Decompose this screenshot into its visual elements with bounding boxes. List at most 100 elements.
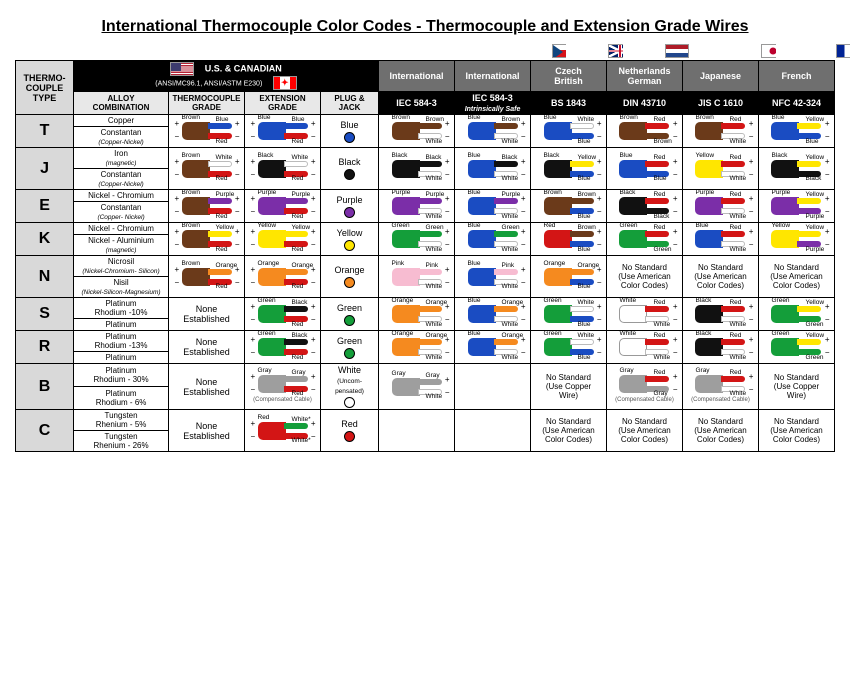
wire-cell: YellowRedWhite+− xyxy=(682,148,758,190)
wire-cell: WhiteRedWhite+− xyxy=(607,298,683,331)
wire-graphic: BlueOrangeWhite+− xyxy=(464,301,522,327)
wire-cell: GrayGrayRed+−+−(Compensated Cable) xyxy=(245,364,321,410)
flag-row xyxy=(0,44,850,58)
wire-graphic: BlackWhiteRed+−+− xyxy=(254,156,312,182)
no-standard: No Standard(Use AmericanColor Codes) xyxy=(758,410,834,452)
wire-cell: BlackYellowBlack+− xyxy=(758,148,834,190)
wire-cell: BluePinkWhite+− xyxy=(455,256,531,298)
no-standard: No Standard(Use AmericanColor Codes) xyxy=(531,410,607,452)
none-established: NoneEstablished xyxy=(169,410,245,452)
wire-graphic: OrangeOrangeRed+−+− xyxy=(254,264,312,290)
col-intl-3: NetherlandsGerman xyxy=(607,61,683,92)
wire-graphic: YellowYellowPurple+− xyxy=(767,226,825,252)
wire-graphic: BlackYellowBlue+− xyxy=(540,156,598,182)
wire-graphic: WhiteRedWhite+− xyxy=(615,334,673,360)
wire-cell: BrownBlueRed+−+− xyxy=(169,115,245,148)
wire-cell: OrangeOrangeWhite+− xyxy=(379,331,455,364)
wire-cell: BlueOrangeWhite+− xyxy=(455,331,531,364)
flag-fr xyxy=(836,44,850,58)
page-title: International Thermocouple Color Codes -… xyxy=(0,18,850,36)
flag-cz xyxy=(552,44,566,58)
wire-graphic: BlackRedWhite+− xyxy=(691,301,749,327)
alloy: Constantan(Copper-Nickel) xyxy=(74,127,169,148)
type-B: B xyxy=(16,364,74,410)
wire-cell: BrownWhiteRed+−+− xyxy=(169,148,245,190)
col-intl-1: International xyxy=(455,61,531,92)
no-standard: No Standard(Use AmericanColor Codes) xyxy=(607,410,683,452)
col-intl-sub-5: NFC 42-324 xyxy=(758,92,834,115)
type-S: S xyxy=(16,298,74,331)
no-standard: No Standard(Use AmericanColor Codes) xyxy=(758,256,834,298)
wire-cell: PurpleRedWhite+− xyxy=(682,190,758,223)
none-established: NoneEstablished xyxy=(169,298,245,331)
wire-graphic: BlackRedBlack+− xyxy=(615,193,673,219)
flag-nl xyxy=(665,44,689,58)
wire-cell: BrownOrangeRed+−+− xyxy=(169,256,245,298)
wire-graphic: BlackRedWhite+− xyxy=(691,334,749,360)
alloy: TungstenRhenium - 26% xyxy=(74,431,169,452)
wire-cell: PurpleYellowPurple+− xyxy=(758,190,834,223)
flag-uk xyxy=(608,44,622,58)
alloy: TungstenRhenium - 5% xyxy=(74,410,169,431)
wire-graphic: BluePurpleWhite+− xyxy=(464,193,522,219)
empty-cell xyxy=(455,364,531,410)
wire-graphic: BlueRedWhite+− xyxy=(691,226,749,252)
wire-cell: PurplePurpleWhite+− xyxy=(379,190,455,223)
wire-graphic: BlackBlackWhite+− xyxy=(388,156,446,182)
wire-graphic: GreenYellowGreen+− xyxy=(767,301,825,327)
wire-cell: GreenWhiteBlue+− xyxy=(531,298,607,331)
wire-graphic: BrownYellowRed+−+− xyxy=(178,226,236,252)
plug-cell: White(Uncom-pensated) xyxy=(321,364,379,410)
plug-cell: Red xyxy=(321,410,379,452)
wire-cell: GrayGrayWhite+− xyxy=(379,364,455,410)
wire-graphic: OrangeOrangeWhite+− xyxy=(388,334,446,360)
wire-cell: GreenYellowGreen+− xyxy=(758,331,834,364)
wire-graphic: BlueRedBlue+− xyxy=(615,156,673,182)
col-intl-sub-4: JIS C 1610 xyxy=(682,92,758,115)
plug-cell: Green xyxy=(321,298,379,331)
no-standard: No Standard(Use AmericanColor Codes) xyxy=(682,256,758,298)
wire-cell: YellowYellowRed+−+− xyxy=(245,223,321,256)
wire-graphic: GreenRedGreen+− xyxy=(615,226,673,252)
no-standard: No Standard(Use AmericanColor Codes) xyxy=(607,256,683,298)
wire-graphic: BlueYellowBlue+− xyxy=(767,118,825,144)
wire-cell: BrownBrownBlue+− xyxy=(531,190,607,223)
wire-graphic: BrownWhiteRed+−+− xyxy=(178,156,236,182)
alloy: Copper xyxy=(74,115,169,127)
plug-cell: Purple xyxy=(321,190,379,223)
alloy: Nicrosil(Nickel-Chromium- Silicon) xyxy=(74,256,169,277)
wire-cell: GreenBlackRed+−+− xyxy=(245,331,321,364)
wire-cell: GrayRedGray+−(Compensated Cable) xyxy=(607,364,683,410)
wire-graphic: BlackYellowBlack+− xyxy=(767,156,825,182)
alloy: Nickel - Chromium xyxy=(74,190,169,202)
wire-cell: BrownRedBrown+− xyxy=(607,115,683,148)
empty-cell xyxy=(379,410,455,452)
col-intl-sub-3: DIN 43710 xyxy=(607,92,683,115)
wire-cell: BlueBrownWhite+− xyxy=(455,115,531,148)
no-standard: No Standard(Use CopperWire) xyxy=(758,364,834,410)
wire-graphic: RedBrownBlue+− xyxy=(540,226,598,252)
col-intl-4: Japanese xyxy=(682,61,758,92)
wire-cell: BlueGreenWhite+− xyxy=(455,223,531,256)
col-us-0: ALLOYCOMBINATION xyxy=(74,92,169,115)
wire-cell: BlueWhiteBlue+− xyxy=(531,115,607,148)
plug-cell: Orange xyxy=(321,256,379,298)
wire-graphic: BlueBrownWhite+− xyxy=(464,118,522,144)
no-standard: No Standard(Use AmericanColor Codes) xyxy=(682,410,758,452)
alloy: Constantan(Copper-Nickel) xyxy=(74,169,169,190)
type-R: R xyxy=(16,331,74,364)
col-us-2: EXTENSIONGRADE xyxy=(245,92,321,115)
wire-graphic: GrayGrayRed+−+− xyxy=(254,371,312,397)
wire-cell: GrayRedWhite+−(Compensated Cable) xyxy=(682,364,758,410)
wire-graphic: GreenBlackRed+−+− xyxy=(254,334,312,360)
wire-graphic: OrangeOrangeWhite+− xyxy=(388,301,446,327)
wire-cell: BlackRedBlack+− xyxy=(607,190,683,223)
alloy: Nisil(Nickel-Silicon-Magnesium) xyxy=(74,277,169,298)
wire-graphic: BrownBrownBlue+− xyxy=(540,193,598,219)
alloy: Platinum xyxy=(74,319,169,331)
wire-cell: BrownRedWhite+− xyxy=(682,115,758,148)
type-C: C xyxy=(16,410,74,452)
wire-cell: PinkPinkWhite+− xyxy=(379,256,455,298)
empty-cell xyxy=(455,410,531,452)
wire-cell: BluePurpleWhite+− xyxy=(455,190,531,223)
